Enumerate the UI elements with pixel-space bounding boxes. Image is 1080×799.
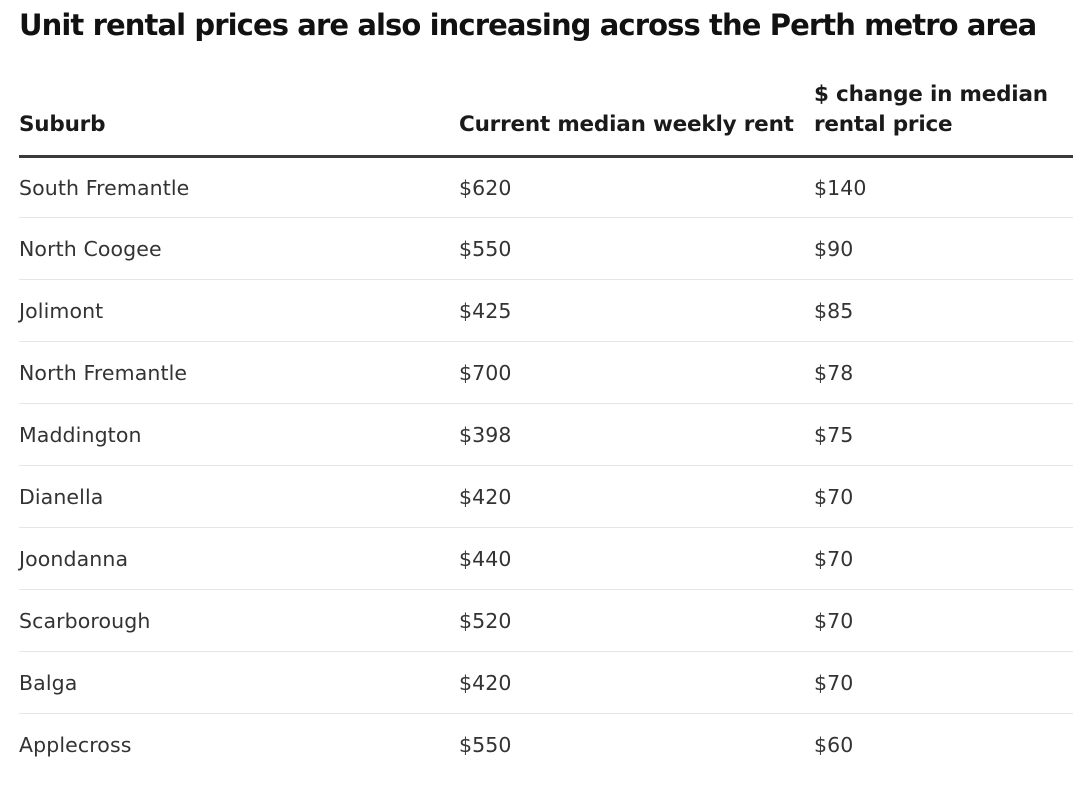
table-row: Joondanna $440 $70 xyxy=(19,527,1073,590)
cell-suburb: Scarborough xyxy=(19,589,459,652)
cell-suburb: Maddington xyxy=(19,403,459,466)
cell-current-rent: $700 xyxy=(459,341,814,404)
cell-current-rent: $420 xyxy=(459,651,814,714)
cell-rent-change: $70 xyxy=(814,465,1073,528)
table-row: Dianella $420 $70 xyxy=(19,465,1073,528)
cell-rent-change: $70 xyxy=(814,589,1073,652)
table-row: Maddington $398 $75 xyxy=(19,403,1073,466)
table-body: South Fremantle $620 $140 North Coogee $… xyxy=(19,156,1073,776)
rental-table: Suburb Current median weekly rent $ chan… xyxy=(19,80,1073,775)
cell-suburb: South Fremantle xyxy=(19,156,459,218)
cell-suburb: Joondanna xyxy=(19,527,459,590)
table-row: Applecross $550 $60 xyxy=(19,714,1073,776)
cell-rent-change: $140 xyxy=(814,156,1073,218)
header-row: Suburb Current median weekly rent $ chan… xyxy=(19,80,1073,158)
cell-suburb: Applecross xyxy=(19,732,132,757)
cell-suburb: Balga xyxy=(19,651,459,714)
cell-current-rent: $550 xyxy=(459,732,512,757)
cell-suburb: North Coogee xyxy=(19,217,459,280)
cell-suburb: Dianella xyxy=(19,465,459,528)
cell-rent-change: $75 xyxy=(814,403,1073,466)
table-title: Unit rental prices are also increasing a… xyxy=(19,8,1037,42)
cell-current-rent: $550 xyxy=(459,217,814,280)
cell-current-rent: $520 xyxy=(459,589,814,652)
header-change-in-median-rental-price: $ change in median rental price xyxy=(814,80,1073,158)
table-row: North Coogee $550 $90 xyxy=(19,217,1073,280)
cell-rent-change: $78 xyxy=(814,341,1073,404)
table-row: Balga $420 $70 xyxy=(19,651,1073,714)
cell-current-rent: $420 xyxy=(459,465,814,528)
table-header: Suburb Current median weekly rent $ chan… xyxy=(19,80,1073,158)
table-row: North Fremantle $700 $78 xyxy=(19,341,1073,404)
table-row: Jolimont $425 $85 xyxy=(19,279,1073,342)
header-current-median-weekly-rent: Current median weekly rent xyxy=(459,80,814,158)
cell-rent-change: $60 xyxy=(814,732,854,757)
cell-current-rent: $620 xyxy=(459,156,814,218)
header-suburb: Suburb xyxy=(19,80,459,158)
cell-suburb: North Fremantle xyxy=(19,341,459,404)
cell-rent-change: $70 xyxy=(814,527,1073,590)
cell-suburb: Jolimont xyxy=(19,279,459,342)
table-row: South Fremantle $620 $140 xyxy=(19,156,1073,218)
cell-rent-change: $70 xyxy=(814,651,1073,714)
cell-current-rent: $440 xyxy=(459,527,814,590)
cell-current-rent: $398 xyxy=(459,403,814,466)
cell-current-rent: $425 xyxy=(459,279,814,342)
cell-rent-change: $85 xyxy=(814,279,1073,342)
table-row: Scarborough $520 $70 xyxy=(19,589,1073,652)
cell-rent-change: $90 xyxy=(814,217,1073,280)
